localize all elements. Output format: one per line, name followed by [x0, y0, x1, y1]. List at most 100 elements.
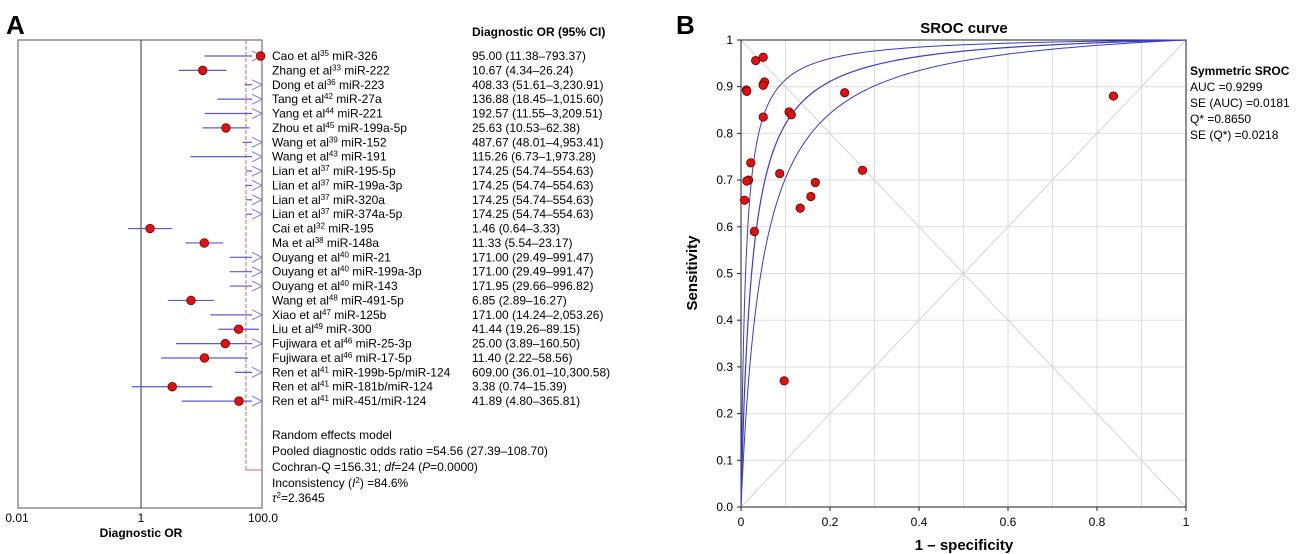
sroc-curve-lower-ci — [740, 39, 1187, 507]
study-author: Ma et al — [272, 236, 315, 250]
study-author: Cao et al — [272, 49, 320, 63]
study-point — [751, 55, 761, 66]
sroc-ticks: 0 0.2 0.4 0.6 0.8 1 0.0 0.1 0.2 0.3 0.4 0.5 0.6 0.7 0.… — [716, 33, 1189, 529]
study-label: Wang et al48 miR-491-5p — [272, 293, 404, 307]
study-ref: 43 — [329, 150, 338, 159]
study-author: Xiao et al — [272, 308, 322, 322]
study-mirna: miR-148a — [324, 236, 380, 250]
study-or-value: 408.33 (51.61–3,230.91) — [472, 78, 603, 92]
study-author: Lian et al — [272, 193, 321, 207]
study-ref: 38 — [315, 236, 324, 245]
study-ref: 37 — [321, 193, 330, 202]
sroc-stats-q: Q* =0.8650 — [1190, 112, 1251, 126]
study-mirna: miR-491-5p — [338, 293, 404, 307]
study-point — [145, 223, 155, 234]
study-or-value: 41.89 (4.80–365.81) — [472, 394, 580, 408]
sroc-ylabel: Sensitivity — [684, 235, 701, 311]
study-mirna: miR-181b/miR-124 — [329, 380, 433, 394]
study-label: Wang et al43 miR-191 — [272, 150, 387, 164]
study-ref: 35 — [320, 49, 329, 58]
forest-marks — [128, 40, 266, 471]
sroc-grid — [740, 39, 1187, 508]
study-mirna: miR-451/miR-124 — [329, 394, 427, 408]
sroc-points — [739, 52, 1119, 386]
study-mirna: miR-199a-5p — [334, 121, 407, 135]
study-mirna: miR-195 — [325, 222, 374, 236]
study-point — [779, 376, 789, 386]
summary-pooled: Pooled diagnostic odds ratio =54.56 (27.… — [272, 444, 548, 458]
ci-arrow — [251, 108, 264, 119]
study-mirna: miR-143 — [349, 279, 398, 293]
study-or-value: 609.00 (36.01–10,300.58) — [472, 365, 610, 379]
sroc-curves — [740, 39, 1187, 507]
ci-arrow — [251, 266, 264, 278]
inconsistency-sup: 2 — [355, 476, 360, 485]
summary-tau: τ2=2.3645 — [272, 491, 325, 505]
study-ref: 42 — [324, 92, 333, 101]
study-mirna: miR-25-3p — [352, 337, 412, 351]
study-ref: 46 — [343, 337, 352, 346]
study-or-value: 136.88 (18.45–1,015.60) — [472, 92, 603, 106]
study-author: Fujiwara et al — [272, 337, 343, 351]
study-or-value: 171.95 (29.66–996.82) — [472, 279, 593, 293]
cochran-df: df — [384, 460, 396, 474]
y-tick-label: 0.0 — [716, 500, 733, 514]
study-or-value: 10.67 (4.34–26.24) — [472, 63, 573, 77]
study-or-value: 174.25 (54.74–554.63) — [472, 193, 593, 207]
study-label: Zhang et al33 miR-222 — [272, 63, 390, 77]
study-label: Ouyang et al40 miR-143 — [272, 279, 398, 293]
study-or-value: 6.85 (2.89–16.27) — [472, 293, 567, 307]
study-mirna: miR-320a — [330, 193, 386, 207]
study-point — [220, 338, 230, 349]
ci-arrow — [251, 179, 264, 191]
sroc-stats-se-q: SE (Q*) =0.0218 — [1190, 128, 1279, 142]
study-author: Ouyang et al — [272, 265, 340, 279]
ci-arrow — [251, 395, 264, 407]
study-ref: 46 — [343, 351, 352, 360]
study-or-value: 115.26 (6.73–1,973.28) — [472, 150, 596, 164]
study-point — [810, 177, 820, 188]
study-mirna: miR-195-5p — [330, 164, 396, 178]
y-tick-label: 0.3 — [716, 360, 733, 374]
study-author: Zhou et al — [272, 121, 325, 135]
study-author: Ren et al — [272, 380, 320, 394]
study-mirna: miR-191 — [338, 150, 387, 164]
study-author: Wang et al — [272, 135, 329, 149]
study-or-value: 171.00 (29.49–991.47) — [472, 250, 593, 264]
study-mirna: miR-221 — [334, 107, 383, 121]
study-ref: 37 — [321, 178, 330, 187]
study-author: Ouyang et al — [272, 250, 340, 264]
y-tick-label: 0.9 — [716, 80, 733, 94]
study-ref: 41 — [320, 365, 329, 374]
study-author: Lian et al — [272, 164, 321, 178]
cochran-mid: =24 ( — [394, 460, 422, 474]
study-mirna: miR-199b-5p/miR-124 — [329, 365, 451, 379]
study-ref: 32 — [316, 222, 325, 231]
study-or-value: 25.00 (3.89–160.50) — [472, 337, 580, 351]
study-label: Lian et al37 miR-320a — [272, 193, 385, 207]
study-or-value: 487.67 (48.01–4,953.41) — [472, 135, 603, 149]
study-mirna: miR-21 — [349, 250, 391, 264]
study-point — [186, 295, 196, 306]
study-or-value: 1.46 (0.64–3.33) — [472, 222, 560, 236]
study-point — [786, 110, 796, 120]
study-point — [234, 396, 244, 406]
study-label: Ouyang et al40 miR-199a-3p — [272, 265, 422, 279]
study-point — [758, 80, 768, 90]
study-mirna: miR-27a — [333, 92, 382, 106]
sroc-stats-heading: Symmetric SROC — [1190, 64, 1290, 78]
summary-model: Random effects model — [272, 428, 392, 442]
x-tick-label: 0.8 — [1089, 515, 1106, 529]
study-label: Liu et al49 miR-300 — [272, 322, 372, 336]
y-tick-label: 0.8 — [716, 126, 733, 140]
study-or-value: 174.25 (54.74–554.63) — [472, 178, 593, 192]
study-or-value: 192.57 (11.55–3,209.51) — [472, 107, 603, 121]
study-author: Dong et al — [272, 78, 327, 92]
study-label: Fujiwara et al46 miR-25-3p — [272, 337, 412, 351]
inconsistency-i: I — [352, 476, 356, 490]
study-label: Tang et al42 miR-27a — [272, 92, 382, 106]
study-or-value: 95.00 (11.38–793.37) — [472, 49, 586, 63]
panel-a-label: A — [6, 10, 25, 40]
study-author: Lian et al — [272, 178, 321, 192]
